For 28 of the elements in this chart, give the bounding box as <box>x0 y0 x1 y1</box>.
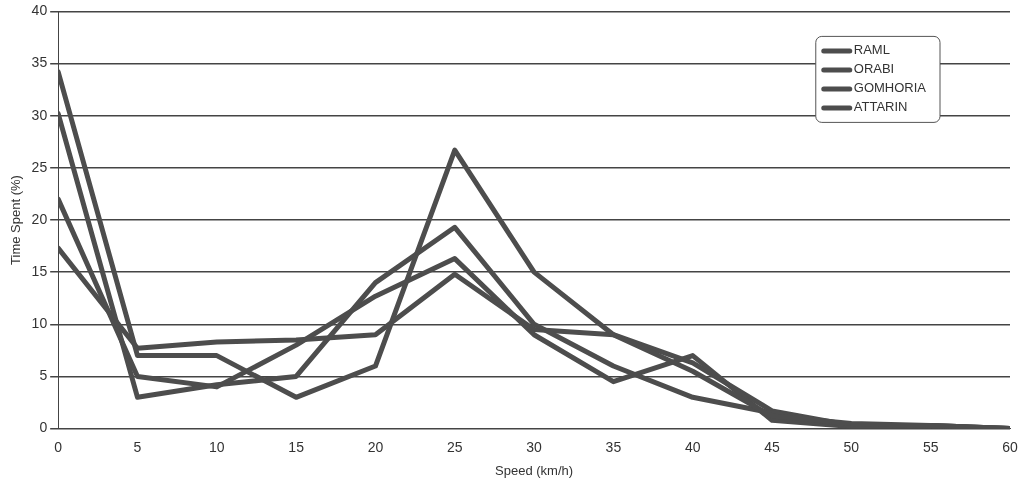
x-tick-label: 5 <box>133 438 142 455</box>
x-axis-title: Speed (km/h) <box>495 462 574 478</box>
x-tick-label: 45 <box>764 438 781 455</box>
x-tick-label: 20 <box>367 438 384 455</box>
x-tick-label: 25 <box>446 438 463 455</box>
x-tick-label: 55 <box>922 438 939 455</box>
y-tick-label: 20 <box>31 210 48 227</box>
legend-label: ORABI <box>853 61 895 77</box>
y-tick-label: 0 <box>39 419 48 436</box>
y-tick-label: 25 <box>31 158 48 175</box>
legend-label: ATTARIN <box>853 99 908 115</box>
x-tick-label: 50 <box>843 438 860 455</box>
y-tick-label: 35 <box>31 54 48 71</box>
y-tick-label: 5 <box>39 367 48 384</box>
y-tick-label: 15 <box>31 263 48 280</box>
legend-label: RAML <box>853 42 890 58</box>
y-tick-label: 40 <box>31 2 48 19</box>
x-tick-label: 60 <box>1002 438 1018 455</box>
x-tick-label: 0 <box>54 438 63 455</box>
x-tick-label: 40 <box>684 438 701 455</box>
legend-label: GOMHORIA <box>853 80 927 96</box>
y-tick-label: 30 <box>31 106 48 123</box>
x-tick-label: 35 <box>605 438 622 455</box>
x-tick-label: 15 <box>288 438 305 455</box>
x-tick-label: 30 <box>526 438 543 455</box>
y-tick-label: 10 <box>31 315 48 332</box>
y-axis-title: Time Spent (%) <box>8 175 24 265</box>
x-tick-label: 10 <box>209 438 225 455</box>
